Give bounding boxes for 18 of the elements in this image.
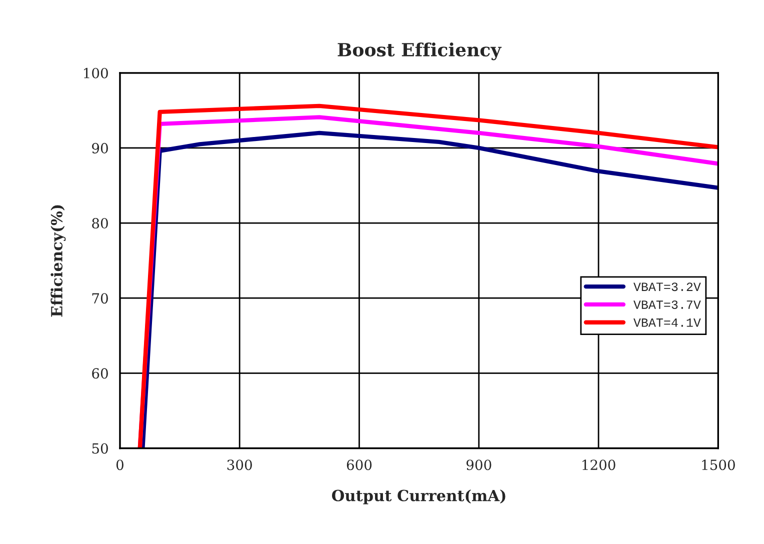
x-tick-label: 300 [227,460,252,470]
y-tick-label: 50 [92,443,108,454]
y-tick-label: 70 [92,293,108,304]
legend-label: VBAT=3.7V [633,300,701,309]
x-tick-label: 0 [116,460,124,470]
y-tick-label: 100 [84,68,108,78]
y-tick-label: 80 [92,218,108,229]
y-axis-title: Efficiency(%) [50,205,66,317]
legend-label: VBAT=3.2V [633,282,701,292]
chart-title: Boost Efficiency [338,42,502,60]
x-tick-label: 1500 [702,460,735,470]
x-axis-title: Output Current(mA) [332,489,506,504]
y-tick-label: 60 [92,368,108,379]
y-tick-label: 90 [92,142,108,154]
legend-label: VBAT=4.1V [633,318,701,327]
x-tick-label: 900 [466,460,492,470]
x-tick-label: 1200 [582,460,616,470]
x-tick-label: 600 [346,460,372,470]
